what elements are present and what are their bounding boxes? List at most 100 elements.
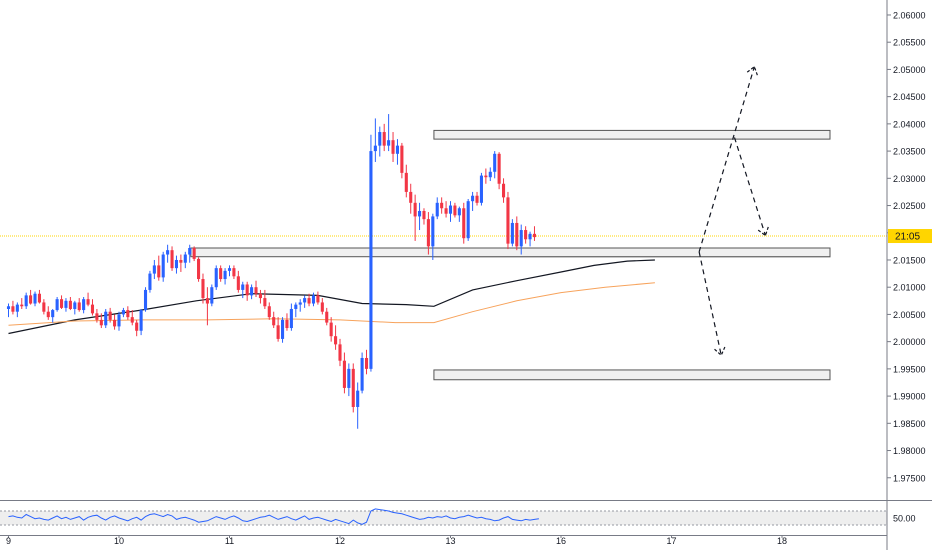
oscillator-band [0,511,887,525]
candle-body [404,172,408,192]
candle-body [64,300,68,308]
time-tick-label: 16 [556,536,566,546]
candle-body [329,322,333,337]
candle-body [37,293,41,303]
price-tick-label: 2.04000 [893,119,926,129]
price-tick-label: 2.00500 [893,310,926,320]
candle-body [462,208,466,239]
candle-body [183,254,187,263]
candle-body [113,319,117,327]
candle-body [90,304,95,314]
candle-body [77,302,81,311]
projection-arrowhead [714,346,726,357]
projection-path [698,251,722,356]
candle-body [515,222,519,247]
candle-body [139,310,143,331]
candle-body [303,298,307,303]
candle-body [298,302,302,305]
time-tick-label: 11 [225,536,234,546]
candle-body [245,284,249,296]
candle-body [20,304,24,307]
candle-body [382,132,386,146]
candle-body [444,208,448,214]
candle-body [395,145,400,154]
time-tick-label: 9 [6,536,11,546]
candle-body [440,202,444,209]
candle-body [347,368,351,388]
candle-body [497,153,501,184]
current-price-label-bg [888,229,932,244]
candle-body [59,299,64,308]
candle-body [373,145,377,152]
time-tick-label: 18 [777,536,787,546]
candle-body [42,302,46,312]
candle-body [99,319,103,326]
time-tick-label: 12 [335,536,345,546]
candle-body [391,140,395,154]
candle-body [426,219,430,247]
candle-body [104,311,108,326]
candle-body [82,299,86,311]
candle-body [143,289,148,311]
candle-body [6,306,11,309]
price-tick-label: 2.05500 [893,38,926,48]
candle-body [493,153,497,172]
candle-body [471,195,475,202]
candle-body [506,197,510,244]
candle-body [174,259,179,269]
candle-body [418,210,422,217]
candle-body [364,357,369,369]
candle-body [338,344,342,361]
time-tick-label: 17 [666,536,676,546]
candle-body [501,183,506,198]
candle-body [276,325,280,339]
candle-body [263,298,267,307]
candle-body [126,310,130,318]
oscillator-pane: 50.00 [0,508,916,526]
candle-body [311,295,316,304]
price-tick-label: 1.99000 [893,392,926,402]
candle-body [325,311,329,323]
candle-body [29,295,33,304]
candle-body [254,287,258,294]
price-tick-label: 1.99500 [893,364,926,374]
candle-body [519,230,523,247]
candle-body [179,259,183,263]
candle-body [152,265,156,274]
current-price-label: 21:05 [888,229,932,244]
oscillator-tick-label: 50.00 [893,514,916,524]
candle-body [135,322,139,331]
price-tick-label: 2.01000 [893,283,926,293]
candle-body [532,233,537,238]
price-tick-label: 2.00000 [893,337,926,347]
candle-body [307,298,311,304]
candle-body [214,268,218,288]
candle-body [272,317,276,326]
candle-body [166,250,170,255]
candle-body [280,319,285,339]
price-tick-label: 1.97500 [893,473,926,483]
candle-body [285,319,289,329]
candle-body [448,205,453,214]
candle-body [108,311,112,320]
candle-body [232,268,236,277]
candle-body [267,306,271,318]
candle-body [68,300,72,309]
candle-body [46,311,50,318]
lower-zone [433,369,831,381]
candle-body [334,336,338,345]
projection-path [698,66,755,252]
candle-body [387,140,391,146]
candle-body [289,308,293,329]
oscillator-line [8,508,539,525]
price-tick-label: 2.03000 [893,174,926,184]
candle-body [475,195,479,203]
candle-body [223,270,227,280]
zones-layer [190,129,831,381]
price-tick-label: 1.98500 [893,419,926,429]
candle-body [201,279,205,299]
support-zone-extended [190,247,831,258]
candle-body [356,390,360,407]
